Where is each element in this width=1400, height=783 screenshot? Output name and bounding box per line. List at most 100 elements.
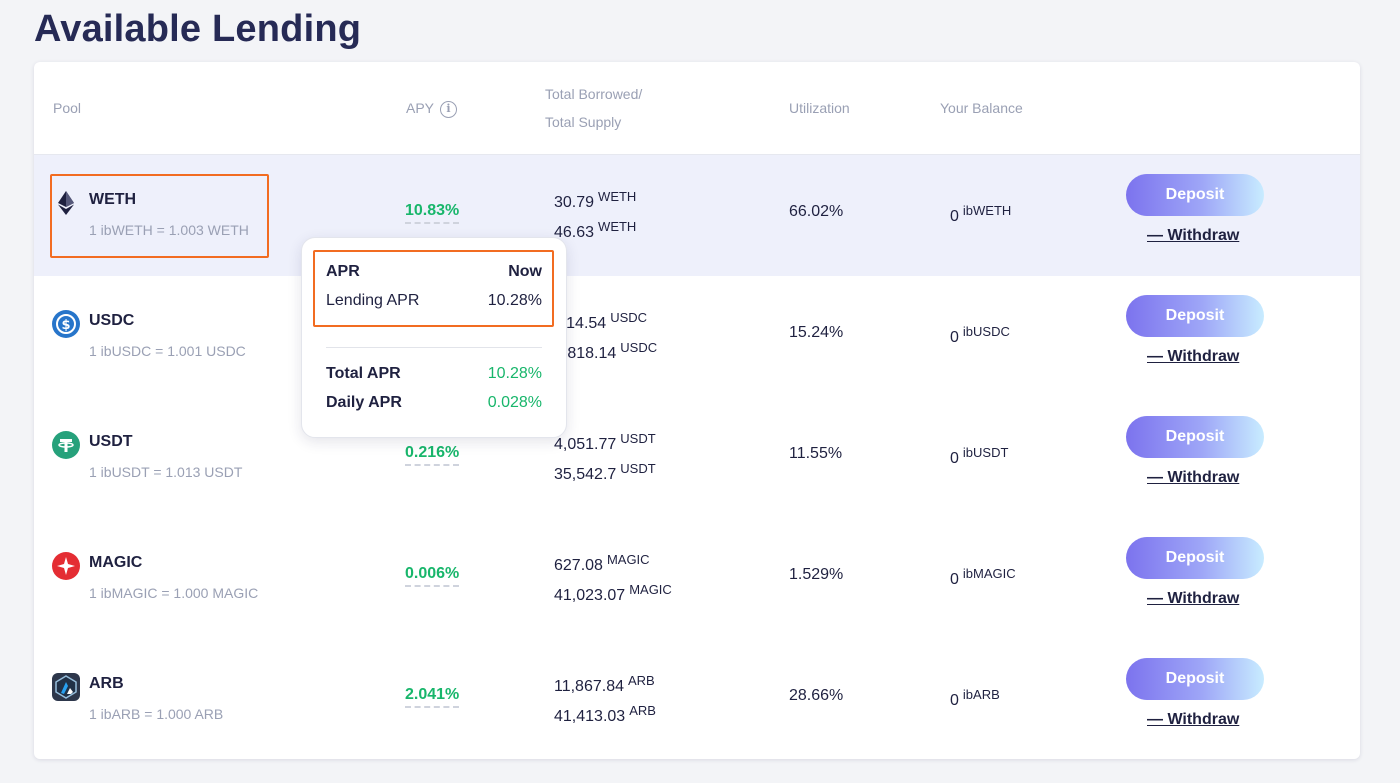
balance: 0 ibMAGIC (950, 566, 1016, 589)
header-balance: Your Balance (940, 100, 1023, 116)
balance-unit: ibUSDT (962, 445, 1009, 460)
exchange-rate: 1 ibARB = 1.000 ARB (89, 706, 224, 722)
withdraw-link[interactable]: — Withdraw (1147, 711, 1240, 728)
supply-value: 9,818.14 (554, 345, 617, 362)
supply-value: 35,542.7 (554, 466, 617, 483)
ethereum-icon (52, 189, 80, 217)
withdraw-link[interactable]: — Withdraw (1147, 227, 1240, 244)
supply-value: 46.63 (554, 224, 595, 241)
lending-table: Pool APY i Total Borrowed/ Total Supply U… (34, 62, 1360, 759)
borrowed-value: 627.08 (554, 557, 603, 574)
apy-value[interactable]: 0.216% (405, 444, 460, 466)
utilization-value: 11.55% (789, 445, 843, 462)
supply-value: 41,023.07 (554, 587, 626, 604)
table-row: WETH 1 ibWETH = 1.003 WETH 10.83% 30.79 W… (34, 155, 1360, 276)
deposit-button[interactable]: Deposit (1126, 537, 1264, 579)
deposit-button[interactable]: Deposit (1126, 416, 1264, 458)
utilization-value: 1.529% (789, 566, 844, 583)
supply-unit: MAGIC (629, 582, 672, 597)
borrowed-supply: 4,051.77 USDT 35,542.7 USDT (554, 427, 656, 487)
exchange-rate: 1 ibWETH = 1.003 WETH (89, 222, 249, 238)
utilization-value: 28.66% (789, 687, 844, 704)
svg-text:$: $ (61, 318, 70, 333)
borrowed-unit: USDT (620, 431, 656, 446)
borrowed-supply: 30.79 WETH 46.63 WETH (554, 185, 636, 245)
supply-unit: USDC (620, 340, 658, 355)
borrowed-value: 30.79 (554, 194, 595, 211)
balance-unit: ibUSDC (962, 324, 1010, 339)
tooltip-header-now: Now (508, 263, 542, 280)
tooltip-divider (326, 347, 542, 348)
usdc-icon: $ (52, 310, 80, 338)
info-icon[interactable]: i (440, 100, 458, 118)
balance: 0 ibWETH (950, 203, 1011, 226)
header-utilization: Utilization (789, 100, 850, 116)
balance: 0 ibUSDT (950, 445, 1008, 468)
exchange-rate: 1 ibUSDC = 1.001 USDC (89, 343, 246, 359)
daily-apr-label: Daily APR (326, 394, 402, 411)
borrowed-value: ,114.54 (554, 315, 607, 332)
header-borrowed-line1: Total Borrowed/ (545, 86, 643, 102)
pool-symbol: USDT (89, 433, 133, 450)
daily-apr-value: 0.028% (487, 394, 542, 411)
apy-value[interactable]: 10.83% (405, 202, 460, 224)
tooltip-header-label: APR (326, 263, 360, 280)
balance-unit: ibWETH (962, 203, 1012, 218)
page-title: Available Lending (34, 8, 362, 50)
table-row: ARB 1 ibARB = 1.000 ARB 2.041% 11,867.84… (34, 639, 1360, 759)
tooltip-daily-row: Daily APR 0.028% (326, 394, 542, 412)
exchange-rate: 1 ibMAGIC = 1.000 MAGIC (89, 585, 259, 601)
exchange-rate: 1 ibUSDT = 1.013 USDT (89, 464, 243, 480)
balance-value: 0 (950, 450, 959, 467)
magic-icon (52, 552, 80, 580)
header-apy-label: APY (406, 100, 435, 116)
tooltip-total-row: Total APR 10.28% (326, 365, 542, 383)
borrowed-value: 11,867.84 (554, 678, 624, 695)
lending-apr-label: Lending APR (326, 292, 420, 309)
total-apr-label: Total APR (326, 365, 401, 382)
balance-unit: ibMAGIC (962, 566, 1016, 581)
balance-unit: ibARB (962, 687, 1000, 702)
borrowed-unit: USDC (610, 310, 648, 325)
withdraw-link[interactable]: — Withdraw (1147, 469, 1240, 486)
supply-value: 41,413.03 (554, 708, 626, 725)
apy-value[interactable]: 2.041% (405, 686, 460, 708)
pool-symbol: WETH (89, 191, 137, 208)
borrowed-supply: 11,867.84 ARB 41,413.03 ARB (554, 669, 656, 729)
pool-symbol: MAGIC (89, 554, 143, 571)
balance-value: 0 (950, 571, 959, 588)
balance: 0 ibARB (950, 687, 1000, 710)
tooltip-header: APR Now (326, 263, 542, 281)
utilization-value: 66.02% (789, 203, 844, 220)
borrowed-value: 4,051.77 (554, 436, 617, 453)
supply-unit: WETH (598, 219, 637, 234)
apy-value[interactable]: 0.006% (405, 565, 460, 587)
deposit-button[interactable]: Deposit (1126, 658, 1264, 700)
table-header: Pool APY i Total Borrowed/ Total Supply U… (34, 62, 1360, 155)
apr-tooltip: APR Now Lending APR 10.28% Total APR 10.… (301, 237, 567, 438)
header-apy: APY i (406, 94, 458, 122)
balance: 0 ibUSDC (950, 324, 1010, 347)
borrowed-supply: 627.08 MAGIC 41,023.07 MAGIC (554, 548, 672, 608)
header-pool: Pool (53, 100, 82, 116)
utilization-value: 15.24% (789, 324, 844, 341)
supply-unit: ARB (629, 703, 656, 718)
header-borrowed-line2: Total Supply (545, 114, 622, 130)
lending-apr-value: 10.28% (487, 292, 542, 309)
tooltip-lending-row: Lending APR 10.28% (326, 292, 542, 310)
withdraw-link[interactable]: — Withdraw (1147, 590, 1240, 607)
total-apr-value: 10.28% (487, 365, 542, 382)
borrowed-unit: WETH (598, 189, 637, 204)
balance-value: 0 (950, 208, 959, 225)
borrowed-unit: MAGIC (606, 552, 650, 567)
table-row: $ USDC 1 ibUSDC = 1.001 USDC ,114.54 USDC… (34, 276, 1360, 397)
arbitrum-icon (52, 673, 80, 701)
deposit-button[interactable]: Deposit (1126, 174, 1264, 216)
balance-value: 0 (950, 329, 959, 346)
pool-symbol: ARB (89, 675, 124, 692)
balance-value: 0 (950, 692, 959, 709)
deposit-button[interactable]: Deposit (1126, 295, 1264, 337)
withdraw-link[interactable]: — Withdraw (1147, 348, 1240, 365)
table-row: MAGIC 1 ibMAGIC = 1.000 MAGIC 0.006% 627… (34, 518, 1360, 639)
table-row: USDT 1 ibUSDT = 1.013 USDT 0.216% 4,051.… (34, 397, 1360, 518)
